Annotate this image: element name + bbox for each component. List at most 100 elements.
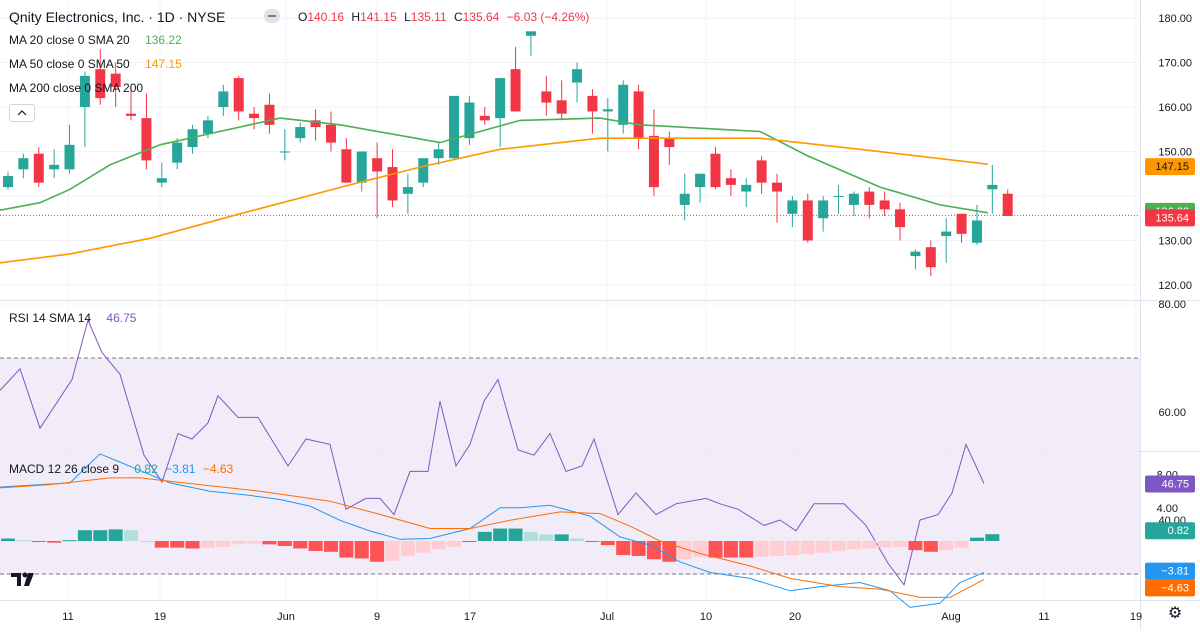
candle-body-2 bbox=[33, 153, 44, 183]
candle-body-53 bbox=[818, 200, 829, 219]
macd-hist-bar-41 bbox=[631, 541, 646, 556]
candle-body-13 bbox=[202, 120, 213, 134]
candle-body-43 bbox=[664, 138, 675, 148]
rsi-tick-label: 60.00 bbox=[1158, 407, 1186, 419]
ma20-line bbox=[0, 117, 989, 214]
macd-hist-bar-1 bbox=[16, 540, 31, 542]
candle-body-58 bbox=[895, 209, 906, 228]
price-tick-label: 130.00 bbox=[1158, 236, 1192, 248]
rsi-badge: 46.75 bbox=[1161, 479, 1189, 491]
macd-hist-bar-0 bbox=[1, 538, 15, 541]
candle-body-22 bbox=[341, 149, 352, 183]
symbol-title[interactable]: Qnity Electronics, Inc. · 1D · NYSE bbox=[9, 9, 226, 25]
candle-body-59 bbox=[910, 251, 921, 257]
candle-body-5 bbox=[79, 75, 90, 107]
candle-body-34 bbox=[525, 31, 536, 36]
candle-body-38 bbox=[587, 95, 598, 112]
macd-hist-bar-36 bbox=[554, 534, 569, 541]
tv-logo-graphic bbox=[11, 572, 34, 586]
candle-body-37 bbox=[572, 69, 583, 83]
candle-body-29 bbox=[449, 95, 460, 159]
macd-hist-bar-40 bbox=[616, 541, 631, 556]
macd-hist-badge: 0.82 bbox=[1168, 525, 1189, 537]
macd-legend[interactable]: MACD 12 26 close 9 0.82 −3.81 −4.63 bbox=[9, 462, 237, 476]
macd-hist-bar-22 bbox=[339, 541, 354, 558]
candle-body-50 bbox=[772, 182, 782, 192]
close-label: C bbox=[453, 10, 463, 24]
candle-body-56 bbox=[864, 191, 875, 205]
rsi-legend[interactable]: RSI 14 SMA 14 46.75 bbox=[9, 311, 140, 325]
macd-hist-bar-38 bbox=[585, 541, 600, 542]
candle-body-21 bbox=[325, 124, 336, 143]
candle-body-48 bbox=[741, 184, 752, 192]
candle-body-27 bbox=[418, 158, 429, 183]
close-value: 135.64 bbox=[462, 10, 500, 24]
candle-body-45 bbox=[695, 173, 706, 188]
ma50-legend[interactable]: MA 50 close 0 SMA 50 147.15 bbox=[9, 57, 186, 71]
macd-hist-bar-15 bbox=[231, 541, 246, 545]
macd-hist-bar-28 bbox=[431, 541, 446, 550]
time-tick-label: 9 bbox=[374, 611, 380, 623]
macd-hist-bar-44 bbox=[677, 541, 692, 560]
macd-hist-bar-56 bbox=[862, 541, 877, 549]
candle-body-54 bbox=[833, 196, 844, 197]
tradingview-logo-icon[interactable] bbox=[8, 566, 38, 590]
candle-body-36 bbox=[556, 100, 567, 114]
macd-signal-badge: −4.63 bbox=[1161, 582, 1189, 594]
candle-body-3 bbox=[49, 164, 60, 170]
candle-body-23 bbox=[356, 151, 367, 183]
macd-hist-bar-13 bbox=[200, 541, 215, 548]
ma200-legend[interactable]: MA 200 close 0 SMA 200 bbox=[9, 81, 147, 95]
macd-hist-bar-9 bbox=[139, 541, 154, 542]
high-value: 141.15 bbox=[360, 10, 397, 24]
candle-body-9 bbox=[141, 118, 152, 161]
macd-tick-label: 4.00 bbox=[1157, 503, 1178, 515]
candle-body-10 bbox=[156, 178, 167, 183]
candle-body-39 bbox=[602, 109, 613, 112]
macd-hist-bar-43 bbox=[662, 541, 677, 562]
macd-signal-line bbox=[0, 477, 985, 598]
rsi-line bbox=[0, 318, 985, 586]
macd-hist-bar-50 bbox=[770, 541, 784, 556]
candle-body-4 bbox=[64, 144, 75, 170]
gear-icon[interactable]: ⚙ bbox=[1167, 605, 1183, 622]
macd-hist-bar-29 bbox=[447, 541, 462, 547]
price-tick-label: 160.00 bbox=[1158, 102, 1192, 114]
macd-hist-bar-2 bbox=[31, 541, 46, 542]
ma20-legend[interactable]: MA 20 close 0 SMA 20 136.22 bbox=[9, 33, 186, 47]
last-price-badge: 135.64 bbox=[1155, 212, 1189, 224]
ma50-price-badge: 147.15 bbox=[1155, 161, 1189, 173]
candle-body-19 bbox=[295, 127, 306, 139]
macd-hist-bar-12 bbox=[185, 541, 200, 549]
macd-hist-bar-6 bbox=[93, 530, 108, 541]
candle-body-52 bbox=[802, 200, 813, 241]
candle-body-6 bbox=[95, 69, 106, 99]
macd-hist-bar-31 bbox=[477, 531, 492, 541]
collapse-legend-button[interactable] bbox=[9, 104, 35, 122]
time-tick-label: 20 bbox=[789, 611, 801, 623]
ma50-value: 147.15 bbox=[145, 57, 182, 71]
macd-hist-bar-34 bbox=[523, 531, 538, 541]
macd-hist-bar-61 bbox=[939, 541, 954, 551]
hide-legend-button[interactable] bbox=[264, 9, 280, 23]
macd-hist-bar-47 bbox=[723, 541, 738, 558]
candle-body-31 bbox=[479, 115, 490, 121]
candle-body-18 bbox=[279, 151, 290, 153]
time-tick-label: 10 bbox=[700, 611, 712, 623]
macd-hist-bar-25 bbox=[385, 541, 400, 561]
candle-body-47 bbox=[725, 178, 736, 185]
rsi-badge-bg bbox=[1145, 475, 1195, 493]
candle-body-65 bbox=[1002, 193, 1013, 217]
candle-body-42 bbox=[648, 135, 659, 188]
macd-hist-bar-63 bbox=[969, 537, 984, 541]
high-label: H bbox=[351, 10, 361, 24]
time-tick-label: 19 bbox=[1130, 611, 1142, 623]
candle-body-15 bbox=[233, 78, 244, 112]
ma20-label: MA 20 close 0 SMA 20 bbox=[9, 33, 130, 47]
macd-hist-bar-17 bbox=[262, 541, 277, 545]
macd-hist-bar-37 bbox=[570, 538, 585, 541]
symbol-legend[interactable]: Qnity Electronics, Inc. · 1D · NYSE bbox=[9, 9, 229, 25]
macd-hist-bar-3 bbox=[47, 541, 62, 543]
